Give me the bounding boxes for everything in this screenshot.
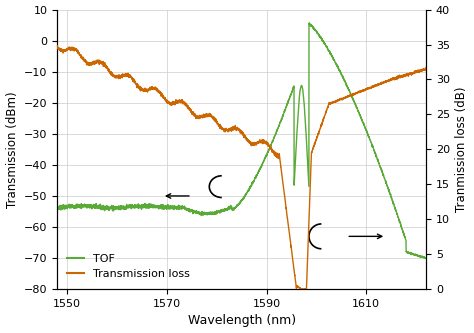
Y-axis label: Transmission (dBm): Transmission (dBm) [6,91,18,208]
Y-axis label: Tranmission loss (dB): Tranmission loss (dB) [456,87,468,212]
X-axis label: Wavelength (nm): Wavelength (nm) [188,314,296,327]
Legend: TOF, Transmission loss: TOF, Transmission loss [63,249,194,284]
